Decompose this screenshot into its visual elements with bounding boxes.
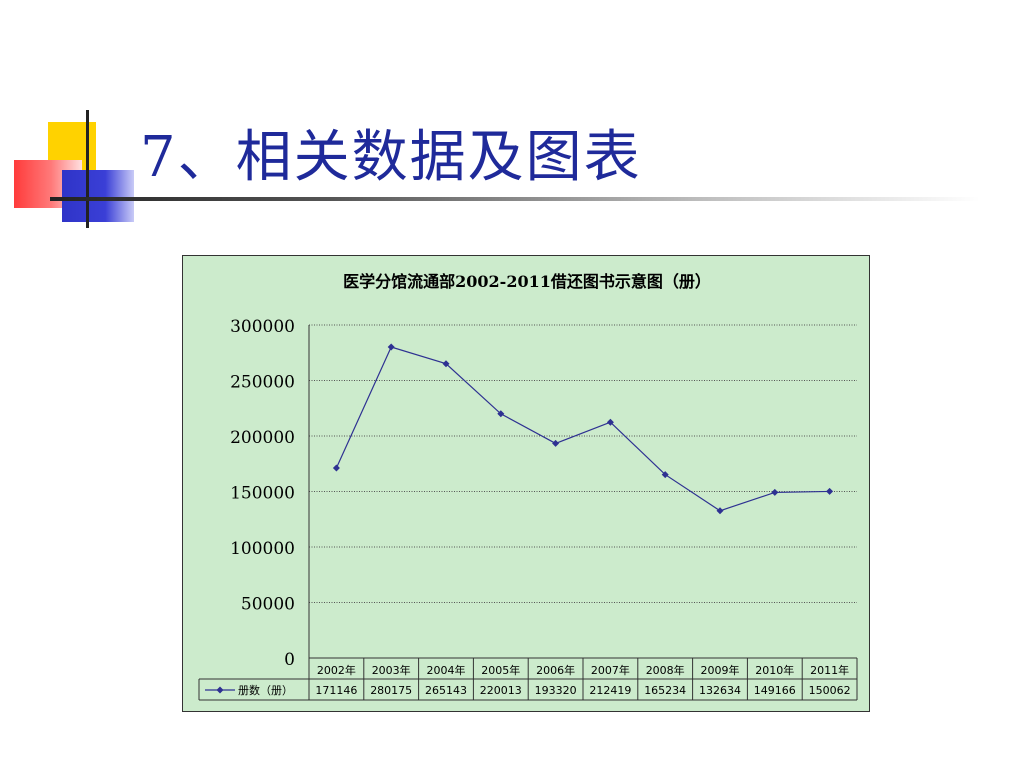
data-point [497,410,505,418]
data-point [442,360,450,368]
x-category-label: 2005年 [481,663,520,677]
line-chart: 医学分馆流通部2002-2011借还图书示意图（册） 0 50000 100000 1… [198,272,858,701]
series-line [335,346,830,512]
legend-marker [216,686,224,694]
data-table: 2002年 2003年 2004年 2005年 2006年 2007年 2008年 2009年… [198,657,858,701]
chart-title: 医学分馆流通部2002-2011借还图书示意图（册） [343,272,711,291]
series-layer [332,343,834,515]
data-point [771,488,779,496]
data-label: 171146 [315,684,357,697]
data-label: 149166 [754,684,796,697]
data-label: 265143 [425,684,467,697]
data-label: 280175 [370,684,412,697]
x-category-label: 2011年 [810,663,849,677]
legend-label: 册数（册） [238,684,293,697]
y-tick-label: 150000 [230,484,295,504]
data-point [606,418,614,426]
deco-blue-square [62,170,134,222]
data-point [661,471,669,479]
data-label: 212419 [589,684,631,697]
x-category-label: 2006年 [536,663,575,677]
data-point [826,487,834,495]
y-tick-label: 0 [284,650,295,670]
y-tick-label: 200000 [230,428,295,448]
data-label: 132634 [699,684,741,697]
y-tick-label: 300000 [230,317,295,337]
data-point [387,343,395,351]
x-category-label: 2004年 [427,663,466,677]
data-point [332,464,340,472]
data-point [552,439,560,447]
x-category-label: 2009年 [701,663,740,677]
data-point [716,507,724,515]
y-tick-label: 50000 [241,595,295,615]
x-category-label: 2002年 [317,663,356,677]
y-tick-label: 100000 [230,539,295,559]
y-tick-label: 250000 [230,373,295,393]
data-label: 193320 [535,684,577,697]
data-label: 220013 [480,684,522,697]
grid-layer [309,324,857,603]
x-category-label: 2007年 [591,663,630,677]
chart-frame: 医学分馆流通部2002-2011借还图书示意图（册） 0 50000 100000 1… [182,255,870,712]
data-label: 165234 [644,684,686,697]
x-category-label: 2008年 [646,663,685,677]
deco-horizontal-line [50,197,980,201]
axis-layer: 0 50000 100000 150000 200000 250000 300000 [230,317,310,670]
data-label: 150062 [809,684,851,697]
x-category-label: 2010年 [755,663,794,677]
x-category-label: 2003年 [372,663,411,677]
slide-title: 7、相关数据及图表 [140,125,642,190]
deco-vertical-line [86,110,89,228]
